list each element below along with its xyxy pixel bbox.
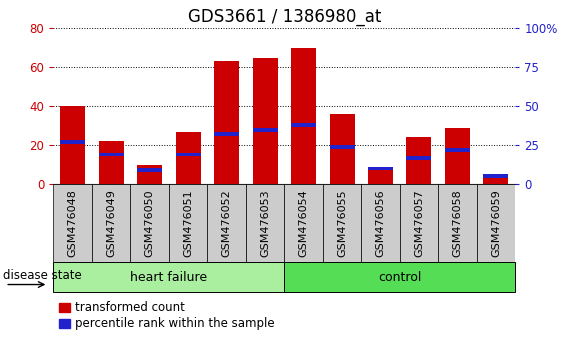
Bar (214, 62, 239, 184)
Text: GSM476049: GSM476049 (106, 189, 116, 257)
Bar (246, 184, 284, 262)
Text: GSM476058: GSM476058 (453, 189, 462, 257)
Bar (445, 128, 470, 184)
Text: GSM476052: GSM476052 (222, 189, 231, 257)
Bar (53, 184, 92, 262)
Bar (253, 128, 278, 132)
Bar (92, 184, 131, 262)
Bar (253, 58, 278, 184)
Text: GSM476056: GSM476056 (376, 189, 386, 257)
Text: disease state: disease state (3, 269, 82, 282)
Bar (291, 123, 316, 127)
Text: GSM476059: GSM476059 (491, 189, 501, 257)
Text: GSM476055: GSM476055 (337, 189, 347, 257)
Bar (207, 184, 246, 262)
Text: heart failure: heart failure (131, 270, 207, 284)
Bar (60, 106, 85, 184)
Legend: transformed count, percentile rank within the sample: transformed count, percentile rank withi… (59, 302, 274, 330)
Bar (445, 148, 470, 152)
Text: GSM476057: GSM476057 (414, 189, 424, 257)
Bar (438, 184, 477, 262)
Bar (484, 175, 508, 184)
Text: GSM476048: GSM476048 (68, 189, 78, 257)
Text: control: control (378, 270, 422, 284)
Bar (60, 140, 85, 144)
Bar (137, 168, 162, 172)
Bar (284, 184, 323, 262)
Bar (329, 145, 355, 149)
Bar (477, 184, 515, 262)
Bar (99, 141, 124, 184)
Title: GDS3661 / 1386980_at: GDS3661 / 1386980_at (187, 8, 381, 25)
Bar (284, 262, 515, 292)
Text: GSM476053: GSM476053 (260, 189, 270, 257)
Bar (484, 175, 508, 178)
Bar (99, 153, 124, 156)
Bar (131, 184, 169, 262)
Bar (406, 137, 431, 184)
Bar (176, 132, 200, 184)
Bar (368, 169, 393, 184)
Bar (323, 184, 361, 262)
Bar (361, 184, 400, 262)
Bar (53, 262, 284, 292)
Text: GSM476051: GSM476051 (183, 189, 193, 257)
Bar (400, 184, 438, 262)
Bar (214, 132, 239, 136)
Bar (406, 156, 431, 160)
Bar (176, 153, 200, 156)
Bar (169, 184, 207, 262)
Bar (329, 114, 355, 184)
Bar (368, 167, 393, 171)
Bar (137, 165, 162, 184)
Text: GSM476054: GSM476054 (298, 189, 309, 257)
Bar (291, 48, 316, 184)
Text: GSM476050: GSM476050 (145, 189, 155, 257)
